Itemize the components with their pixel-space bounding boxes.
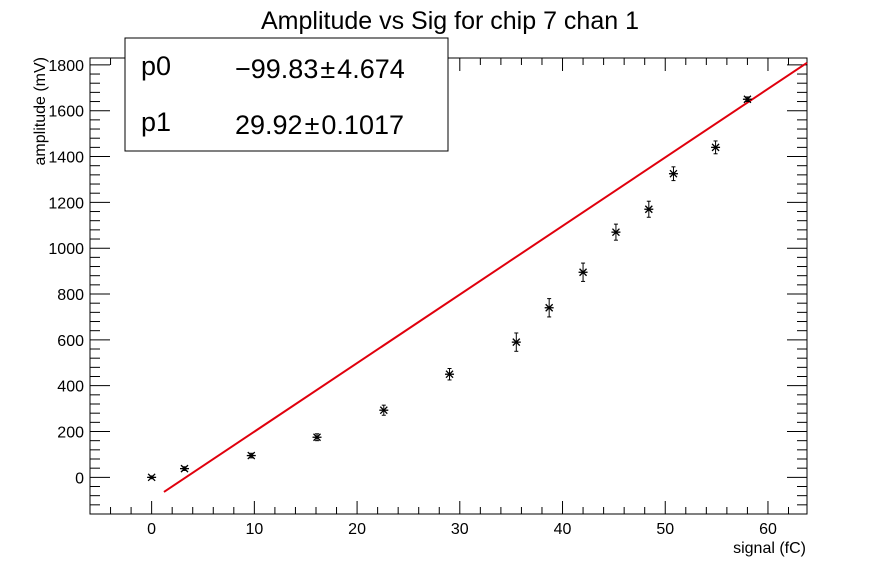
data-point	[379, 404, 389, 416]
data-point	[246, 451, 256, 460]
fit-line	[163, 61, 808, 493]
data-point	[312, 433, 322, 442]
fit-stats-box: p0 −99.83±4.674 p1 29.92±0.1017	[124, 37, 449, 152]
data-points-layer	[147, 95, 752, 482]
x-axis-label: signal (fC)	[733, 540, 806, 557]
data-point	[611, 223, 621, 241]
data-point	[147, 473, 157, 482]
y-axis: 0 200 400 600 800 1000 1200 1400 1600 1800	[48, 58, 807, 515]
y-tick-label: 1000	[48, 241, 84, 258]
y-tick-label: 1800	[48, 58, 84, 75]
stats-box-frame	[124, 37, 449, 152]
data-point	[578, 262, 588, 282]
y-tick-label: 200	[57, 425, 84, 442]
x-tick-label: 50	[656, 521, 674, 538]
x-tick-label: 60	[759, 521, 777, 538]
y-tick-label: 800	[57, 287, 84, 304]
chart-title: Amplitude vs Sig for chip 7 chan 1	[261, 7, 639, 35]
x-tick-label: 0	[147, 521, 156, 538]
y-tick-label: 1400	[48, 150, 84, 167]
stat-name-p1: p1	[141, 107, 171, 137]
stat-value-p1: 29.92±0.1017	[235, 110, 404, 140]
y-axis-label: amplitude (mV)	[32, 57, 49, 165]
y-tick-label: 0	[75, 470, 84, 487]
data-point	[180, 464, 190, 473]
data-point	[668, 166, 678, 182]
y-tick-label: 400	[57, 379, 84, 396]
data-point	[544, 298, 554, 318]
fit-line-layer	[163, 61, 808, 493]
stat-name-p0: p0	[141, 51, 171, 81]
x-tick-label: 30	[451, 521, 469, 538]
y-tick-label: 1600	[48, 104, 84, 121]
stat-value-p0: −99.83±4.674	[235, 54, 405, 84]
y-tick-label: 600	[57, 333, 84, 350]
y-tick-label: 1200	[48, 195, 84, 212]
x-tick-label: 20	[348, 521, 366, 538]
data-point	[711, 140, 721, 155]
x-tick-label: 10	[245, 521, 263, 538]
data-point	[644, 200, 654, 218]
data-point	[445, 367, 455, 381]
x-tick-label: 40	[554, 521, 572, 538]
data-point	[742, 95, 752, 104]
data-point	[511, 332, 521, 352]
